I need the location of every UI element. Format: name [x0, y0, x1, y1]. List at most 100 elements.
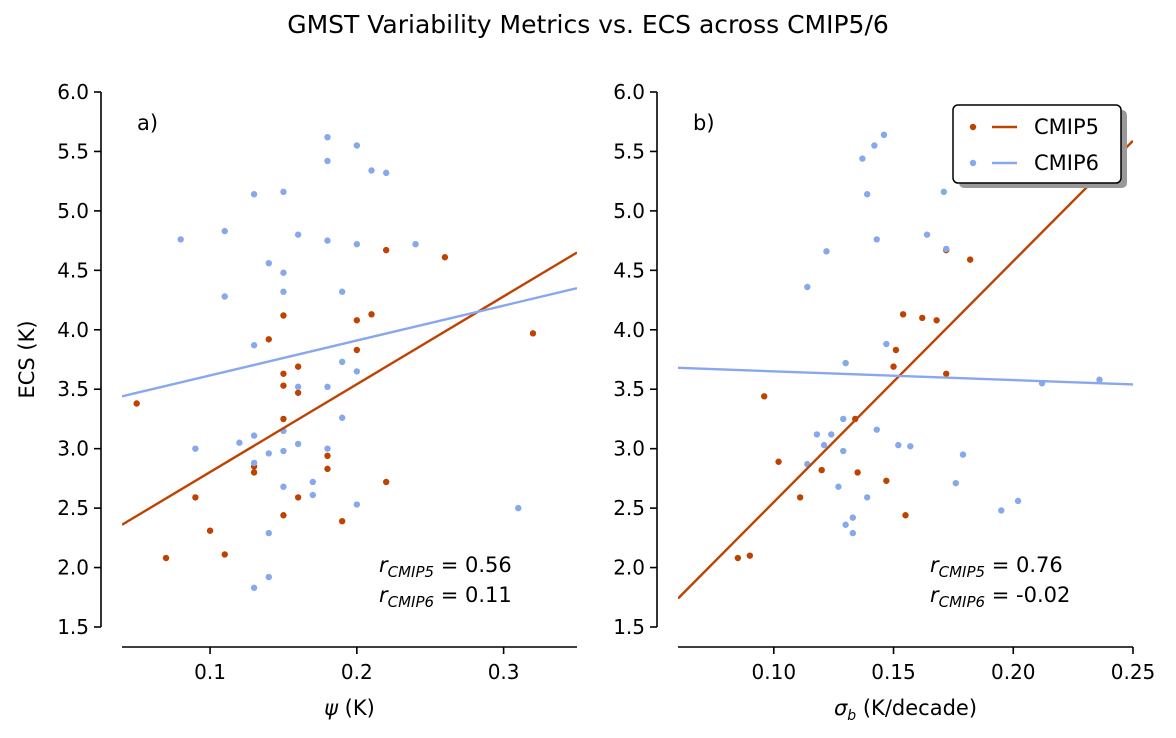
data-point-cmip5 [818, 466, 825, 474]
data-point-cmip5 [796, 494, 804, 501]
corr-subscript: CMIP5 [939, 563, 985, 581]
data-point-cmip6 [265, 260, 272, 267]
data-point-cmip6 [820, 441, 828, 449]
data-point-cmip6 [940, 188, 948, 196]
y-tick-label: 5.5 [613, 139, 645, 163]
x-tick-label: 0.2 [341, 660, 373, 684]
panel-a: 1.5 2.0 2.5 3.0 3.5 4.0 4.5 5.0 5.5 6.0 0.1 0.2 0.3 ψ… [15, 80, 577, 720]
data-point-cmip6 [873, 426, 880, 433]
y-tick-label: 5.0 [57, 199, 89, 223]
y-tick-label: 2.5 [57, 496, 89, 520]
fit-line-cmip6 [122, 286, 577, 398]
data-point-cmip6 [236, 439, 243, 446]
data-point-cmip6 [192, 445, 199, 452]
data-point-cmip6 [250, 342, 258, 349]
series-cmip5 [734, 246, 974, 562]
data-point-cmip6 [353, 240, 361, 248]
data-point-cmip6 [250, 191, 258, 198]
data-point-cmip6 [353, 142, 361, 149]
data-point-cmip6 [859, 155, 866, 162]
y-tick-label: 2.5 [613, 496, 645, 520]
legend-marker-cmip6 [969, 159, 977, 167]
corr-value: = 0.76 [985, 553, 1063, 577]
data-point-cmip6 [324, 133, 331, 141]
data-point-cmip6 [840, 415, 847, 423]
data-point-cmip6 [324, 157, 331, 165]
data-point-cmip6 [250, 459, 258, 467]
data-point-cmip6 [265, 573, 272, 581]
data-point-cmip6 [221, 293, 228, 300]
panel-tag: b) [693, 111, 715, 135]
data-point-cmip5 [133, 400, 140, 407]
data-point-cmip6 [294, 383, 302, 391]
data-point-cmip6 [1096, 376, 1103, 383]
data-point-cmip6 [863, 494, 871, 501]
data-point-cmip5 [192, 494, 199, 501]
data-point-cmip6 [842, 359, 849, 367]
data-point-cmip6 [324, 445, 331, 452]
corr-subscript: CMIP5 [388, 563, 434, 581]
data-point-cmip6 [280, 269, 287, 276]
x-label-subscript: b [847, 708, 856, 724]
data-point-cmip6 [353, 501, 361, 508]
x-tick-label: 0.10 [752, 660, 797, 684]
y-axis-label: ECS (K) [15, 320, 39, 398]
correlation-text: rCMIP5 = 0.56 [379, 553, 512, 581]
data-point-cmip5 [529, 330, 537, 337]
data-point-cmip6 [959, 451, 967, 458]
y-tick-label: 5.0 [613, 199, 645, 223]
data-point-cmip6 [324, 383, 331, 391]
data-point-cmip6 [923, 231, 931, 238]
figure-title: GMST Variability Metrics vs. ECS across … [287, 10, 889, 39]
data-point-cmip5 [943, 370, 950, 377]
corr-symbol: r [379, 583, 389, 607]
y-tick-label: 4.5 [613, 258, 645, 282]
data-point-cmip6 [294, 440, 302, 448]
data-point-cmip5 [294, 363, 302, 370]
data-point-cmip6 [309, 478, 317, 486]
data-point-cmip6 [883, 340, 890, 348]
correlation-text: rCMIP5 = 0.76 [930, 553, 1063, 581]
y-tick-label: 3.0 [613, 437, 645, 461]
y-tick-label: 2.0 [57, 556, 89, 580]
data-point-cmip6 [515, 504, 522, 512]
data-point-cmip6 [382, 169, 390, 177]
corr-value: = 0.11 [434, 583, 512, 607]
data-point-cmip5 [966, 256, 974, 263]
data-point-cmip6 [952, 479, 959, 487]
series-cmip5 [133, 246, 537, 562]
y-tick-label: 3.0 [57, 437, 89, 461]
data-point-cmip5 [441, 254, 449, 261]
data-point-cmip6 [412, 240, 419, 248]
data-point-cmip6 [840, 447, 847, 455]
data-point-cmip5 [280, 382, 287, 389]
data-point-cmip6 [880, 131, 888, 138]
legend: CMIP5 CMIP6 [952, 104, 1127, 188]
data-point-cmip6 [280, 188, 287, 196]
x-tick-label: 0.25 [1111, 660, 1156, 684]
data-point-cmip6 [265, 450, 272, 457]
data-point-cmip5 [280, 312, 287, 319]
data-point-cmip6 [823, 248, 830, 255]
data-point-cmip5 [206, 527, 214, 534]
data-point-cmip5 [162, 554, 170, 562]
data-point-cmip6 [835, 483, 842, 490]
data-point-cmip5 [353, 317, 361, 324]
data-point-cmip5 [280, 512, 287, 519]
data-point-cmip5 [899, 311, 907, 318]
data-point-cmip6 [368, 167, 375, 174]
x-tick-label: 0.1 [194, 660, 226, 684]
data-point-cmip5 [280, 415, 287, 423]
corr-symbol: r [930, 553, 940, 577]
data-point-cmip5 [265, 336, 272, 343]
series-cmip6 [804, 131, 1103, 537]
x-axis-label: ψ (K) [324, 696, 375, 720]
data-point-cmip5 [368, 311, 375, 318]
legend-marker-cmip5 [969, 123, 977, 131]
data-point-cmip6 [873, 236, 880, 243]
data-point-cmip5 [902, 512, 909, 519]
x-tick-label: 0.15 [871, 660, 916, 684]
data-point-cmip5 [854, 469, 861, 476]
legend-label-cmip6: CMIP6 [1034, 151, 1099, 175]
